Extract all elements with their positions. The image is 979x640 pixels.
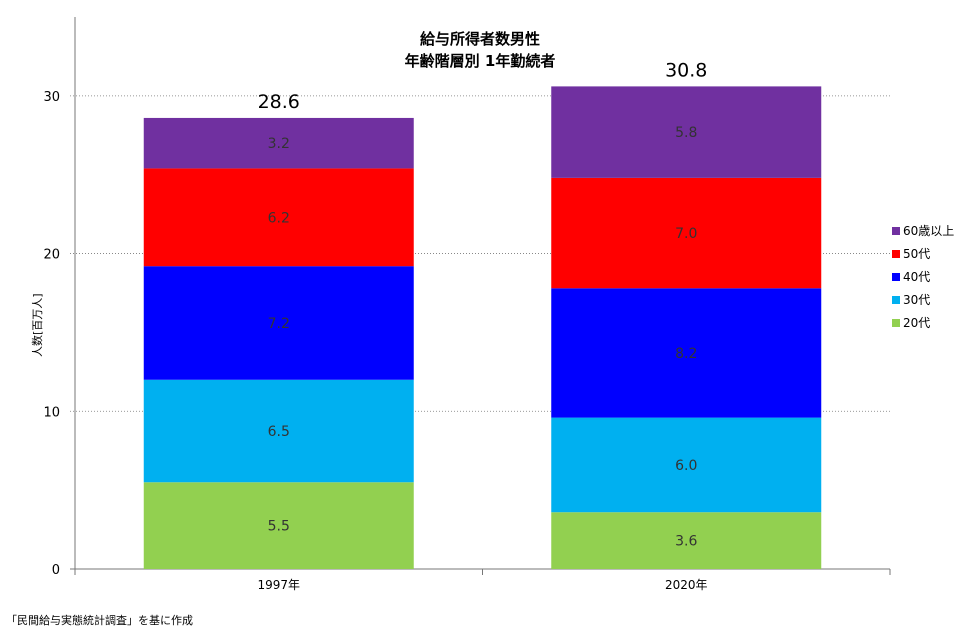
chart-title-line-1: 給与所得者数男性 <box>419 30 540 48</box>
data-label: 6.0 <box>675 458 697 474</box>
legend-label: 20代 <box>903 316 931 330</box>
data-label: 8.2 <box>675 346 697 362</box>
legend-swatch <box>892 272 900 281</box>
data-label: 5.5 <box>268 519 290 535</box>
data-label: 6.2 <box>268 210 290 226</box>
bar-segment <box>551 177 822 289</box>
bar-segment <box>143 117 414 169</box>
y-tick-label: 20 <box>43 248 60 263</box>
data-label: 7.0 <box>675 226 697 242</box>
bar-segment <box>143 266 414 380</box>
legend-label: 40代 <box>903 270 931 284</box>
legend-swatch <box>892 318 900 327</box>
legend-item: 40代 <box>892 265 954 288</box>
data-label: 5.8 <box>675 125 697 141</box>
legend-swatch <box>892 249 900 258</box>
total-label: 30.8 <box>665 59 707 81</box>
bar-segment <box>143 482 414 569</box>
bar-segment <box>551 417 822 513</box>
x-tick-label: 2020年 <box>665 578 708 592</box>
bar-segment <box>551 288 822 418</box>
legend-item: 50代 <box>892 242 954 265</box>
bar-segment <box>143 168 414 267</box>
legend: 60歳以上 50代 40代 30代 20代 <box>892 219 954 334</box>
y-axis-label: 人数[百万人] <box>31 293 44 357</box>
y-tick-label: 0 <box>52 563 60 578</box>
legend-label: 50代 <box>903 247 931 261</box>
total-label: 28.6 <box>258 91 300 113</box>
legend-label: 60歳以上 <box>903 224 955 238</box>
y-tick-label: 30 <box>43 90 60 105</box>
bar-segment <box>143 379 414 483</box>
y-tick-label: 10 <box>43 405 60 420</box>
data-label: 6.5 <box>268 424 290 440</box>
data-label: 3.6 <box>675 534 697 550</box>
chart-title-line-2: 年齢階層別 1年勤続者 <box>404 52 556 70</box>
bar-segment <box>551 86 822 178</box>
x-tick-label: 1997年 <box>257 578 300 592</box>
data-label: 7.2 <box>268 316 290 332</box>
data-label: 3.2 <box>268 136 290 152</box>
legend-item: 20代 <box>892 311 954 334</box>
source-note: 「民間給与実態統計調査」を基に作成 <box>6 614 193 627</box>
bar-segment <box>551 512 822 569</box>
legend-swatch <box>892 295 900 304</box>
legend-item: 30代 <box>892 288 954 311</box>
legend-label: 30代 <box>903 293 931 307</box>
legend-swatch <box>892 226 900 235</box>
legend-item: 60歳以上 <box>892 219 954 242</box>
